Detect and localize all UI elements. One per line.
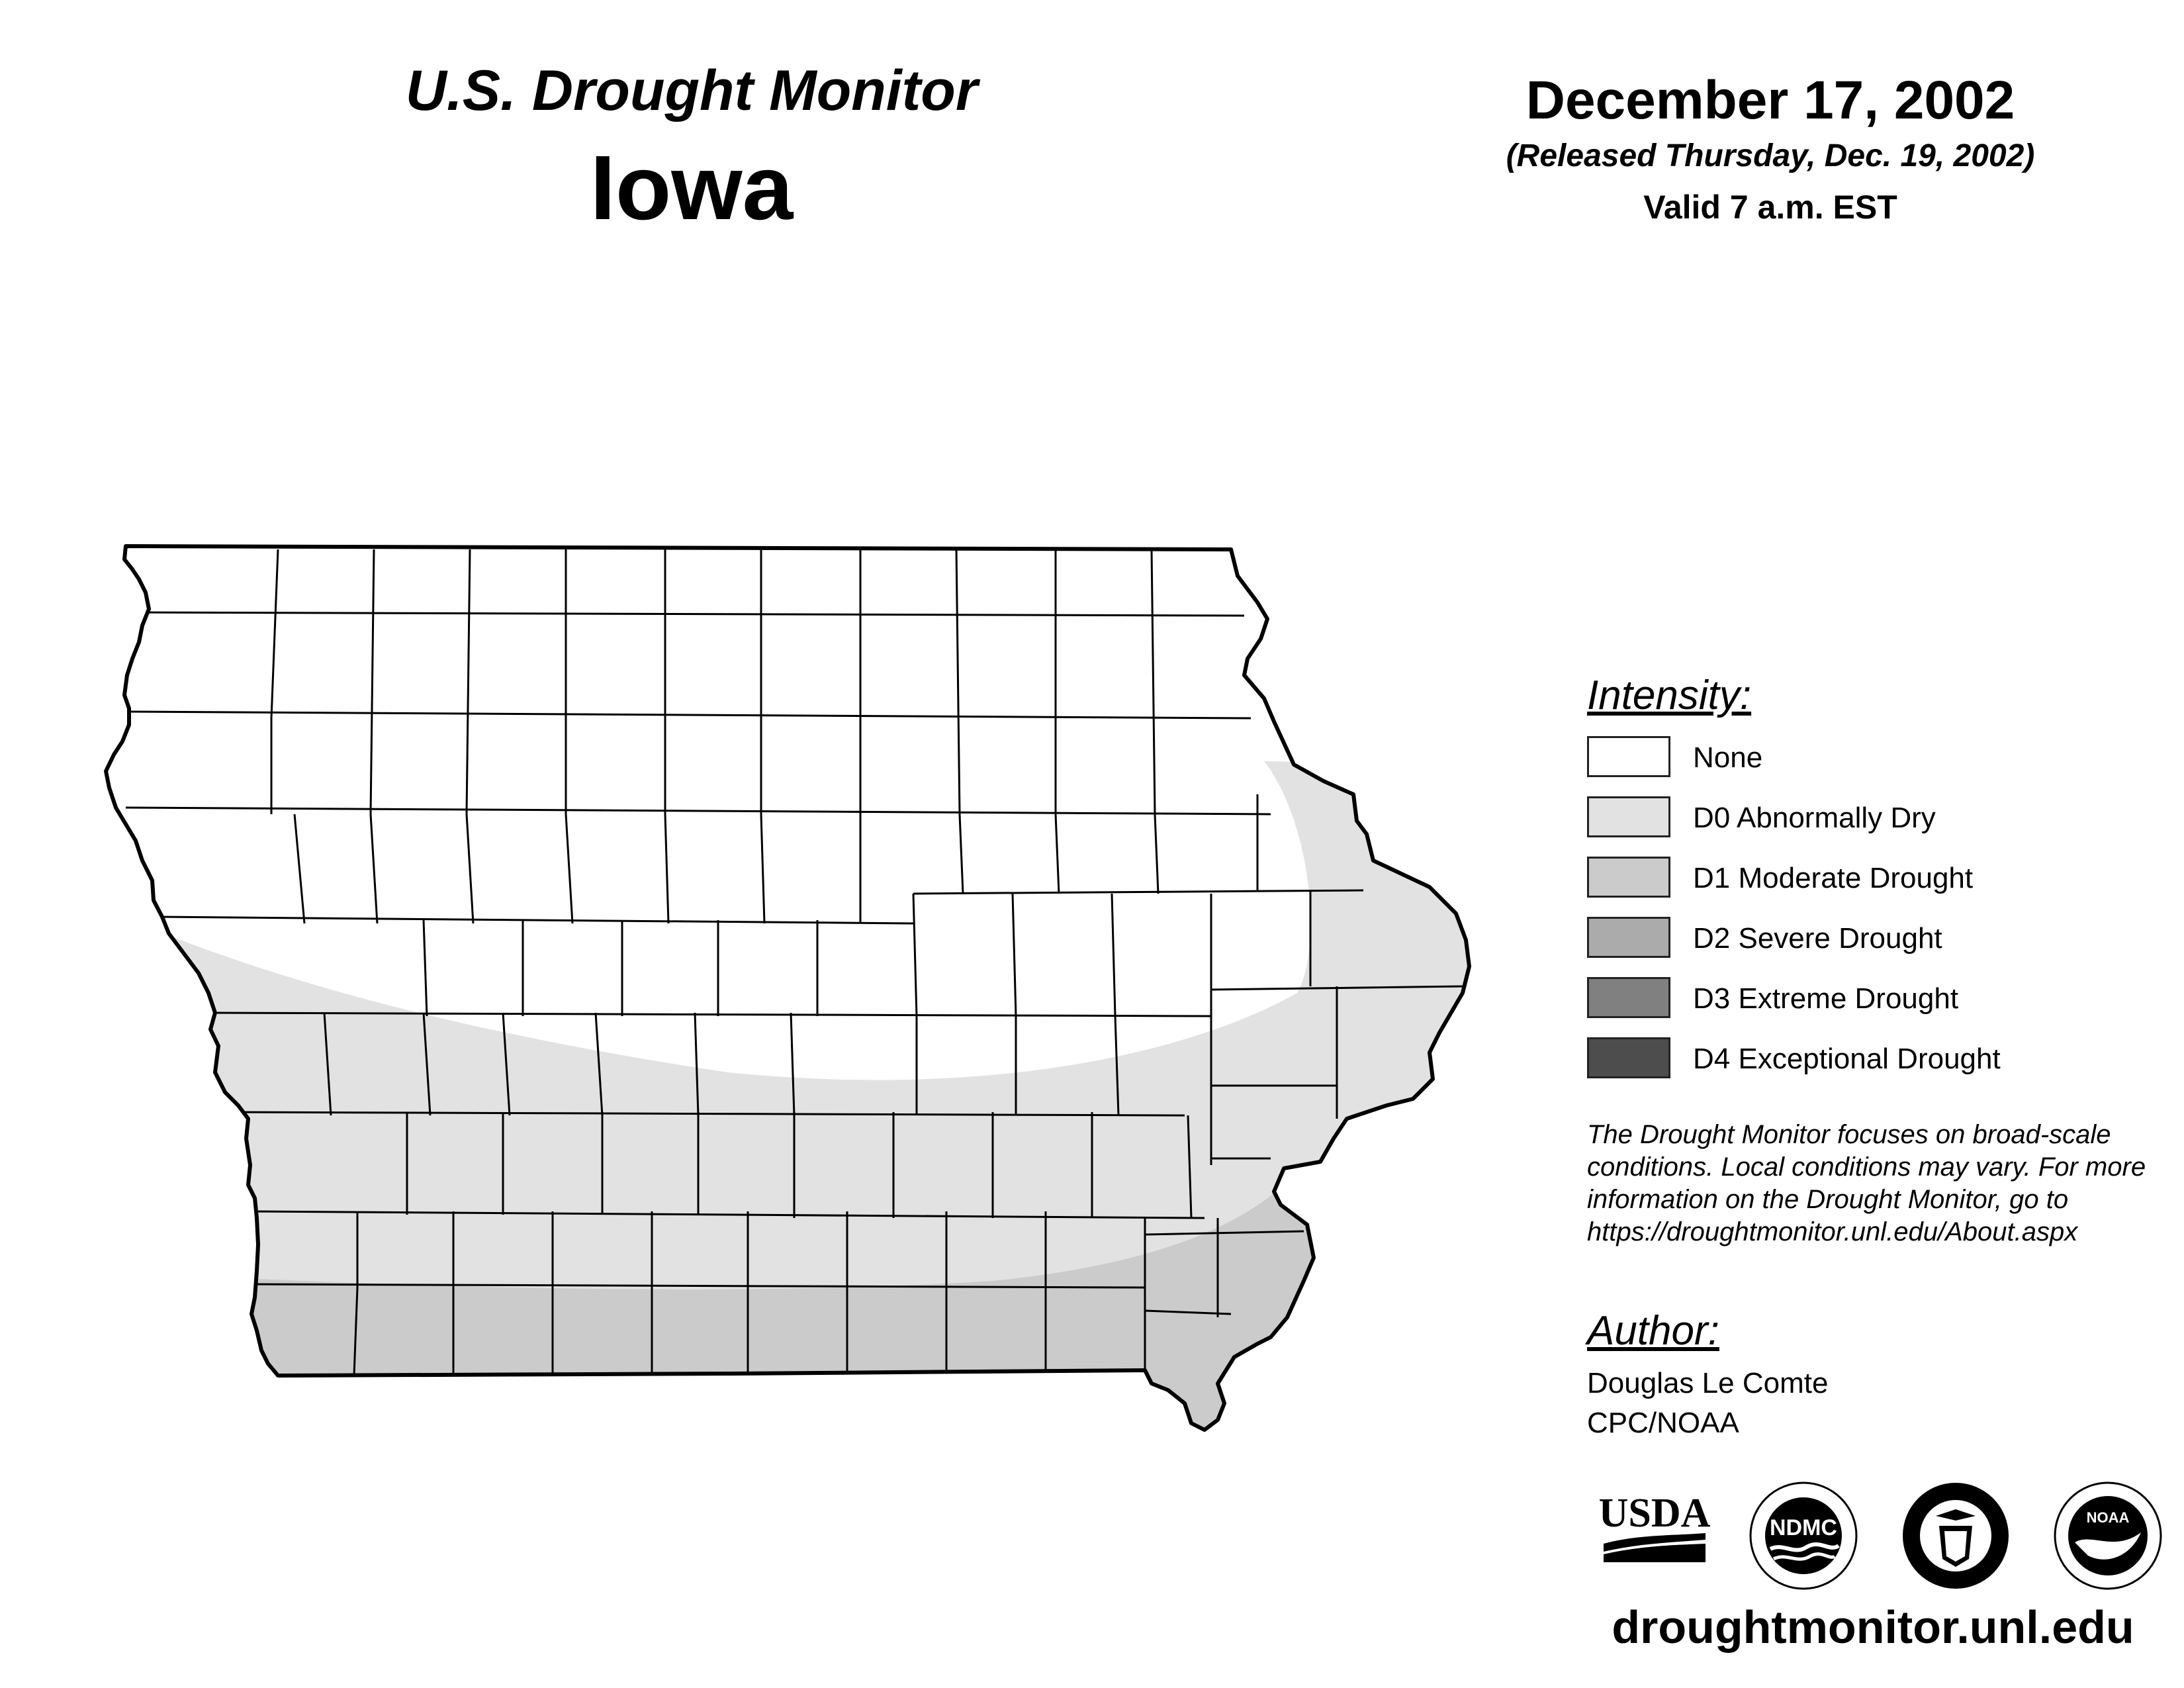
legend-swatch: [1587, 1037, 1670, 1078]
note-line: information on the Drought Monitor, go t…: [1587, 1185, 2069, 1214]
ndmc-logo: NDMC: [1749, 1481, 1858, 1590]
legend-label: D2 Severe Drought: [1693, 922, 1942, 955]
iowa-drought-map: [104, 544, 1471, 1432]
usda-logo-text: USDA: [1599, 1491, 1711, 1536]
author-title: Author:: [1587, 1308, 1719, 1354]
legend-swatch: [1587, 796, 1670, 837]
author-name: Douglas Le Comte: [1587, 1367, 1829, 1399]
legend-swatch: [1587, 917, 1670, 958]
website-link[interactable]: droughtmonitor.unl.edu: [1612, 1601, 2134, 1653]
release-date: (Released Thursday, Dec. 19, 2002): [1506, 138, 2035, 173]
legend-item-d1: D1 Moderate Drought: [1587, 857, 2116, 902]
note-line: conditions. Local conditions may vary. F…: [1587, 1152, 2146, 1182]
legend-label: None: [1693, 741, 1763, 774]
map-title: U.S. Drought Monitor: [405, 59, 978, 122]
legend-label: D3 Extreme Drought: [1693, 982, 1959, 1015]
department-of-commerce-seal: [1903, 1483, 2009, 1589]
legend-label: D4 Exceptional Drought: [1693, 1043, 2001, 1075]
noaa-logo: NOAA: [2054, 1481, 2162, 1590]
legend-item-d4: D4 Exceptional Drought: [1587, 1037, 2116, 1082]
legend-item-d3: D3 Extreme Drought: [1587, 977, 2116, 1022]
legend-item-none: None: [1587, 736, 2116, 781]
author-org: CPC/NOAA: [1587, 1407, 1739, 1439]
legend-title: Intensity:: [1587, 673, 1752, 718]
ndmc-logo-text: NDMC: [1770, 1515, 1837, 1540]
legend-swatch: [1587, 736, 1670, 777]
legend-swatch: [1587, 977, 1670, 1018]
legend-label: D0 Abnormally Dry: [1693, 802, 1936, 834]
legend-swatch: [1587, 857, 1670, 898]
legend-item-d0: D0 Abnormally Dry: [1587, 796, 2116, 841]
note-line: The Drought Monitor focuses on broad-sca…: [1587, 1120, 2111, 1149]
state-name: Iowa: [590, 137, 794, 239]
legend-item-d2: D2 Severe Drought: [1587, 917, 2116, 962]
disclaimer-note: The Drought Monitor focuses on broad-sca…: [1587, 1119, 2183, 1248]
valid-time: Valid 7 a.m. EST: [1643, 189, 1897, 226]
noaa-logo-text: NOAA: [2087, 1509, 2130, 1526]
usda-logo: USDA: [1599, 1491, 1711, 1562]
note-line: https://droughtmonitor.unl.edu/About.asp…: [1587, 1217, 2078, 1246]
map-date: December 17, 2002: [1525, 70, 2015, 130]
legend-label: D1 Moderate Drought: [1693, 862, 1974, 894]
